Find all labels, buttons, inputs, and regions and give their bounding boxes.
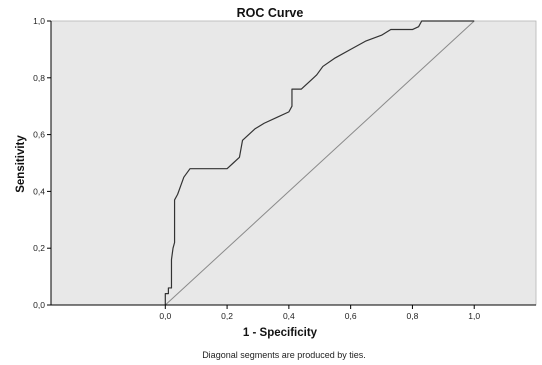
x-axis-label: 1 - Specificity <box>243 327 318 339</box>
chart-footnote: Diagonal segments are produced by ties. <box>202 350 366 360</box>
plot-area <box>50 20 537 306</box>
roc-curve-line <box>164 20 475 305</box>
x-axis-ticks: 0,0 0,2 0,4 0,6 0,8 1,0 <box>159 305 480 321</box>
roc-curve-layer <box>164 20 475 305</box>
y-tick-label: 0,2 <box>33 243 45 253</box>
x-tick-label: 0,2 <box>221 311 233 321</box>
x-tick-label: 0,6 <box>345 311 357 321</box>
reference-diagonal-line <box>164 20 475 306</box>
x-tick-label: 0,4 <box>283 311 295 321</box>
y-axis-label: Sensitivity <box>15 135 27 193</box>
y-tick-label: 0,6 <box>33 130 45 140</box>
axes <box>50 21 536 306</box>
y-tick-label: 0,0 <box>33 300 45 310</box>
y-tick-label: 0,8 <box>33 73 45 83</box>
y-tick-label: 0,4 <box>33 186 45 196</box>
y-axis-ticks: 0,0 0,2 0,4 0,6 0,8 1,0 <box>33 16 51 310</box>
y-tick-label: 1,0 <box>33 16 45 26</box>
x-tick-label: 1,0 <box>468 311 480 321</box>
reference-line-layer <box>164 20 475 306</box>
x-tick-label: 0,0 <box>159 311 171 321</box>
x-tick-label: 0,8 <box>407 311 419 321</box>
chart-title: ROC Curve <box>237 6 304 20</box>
